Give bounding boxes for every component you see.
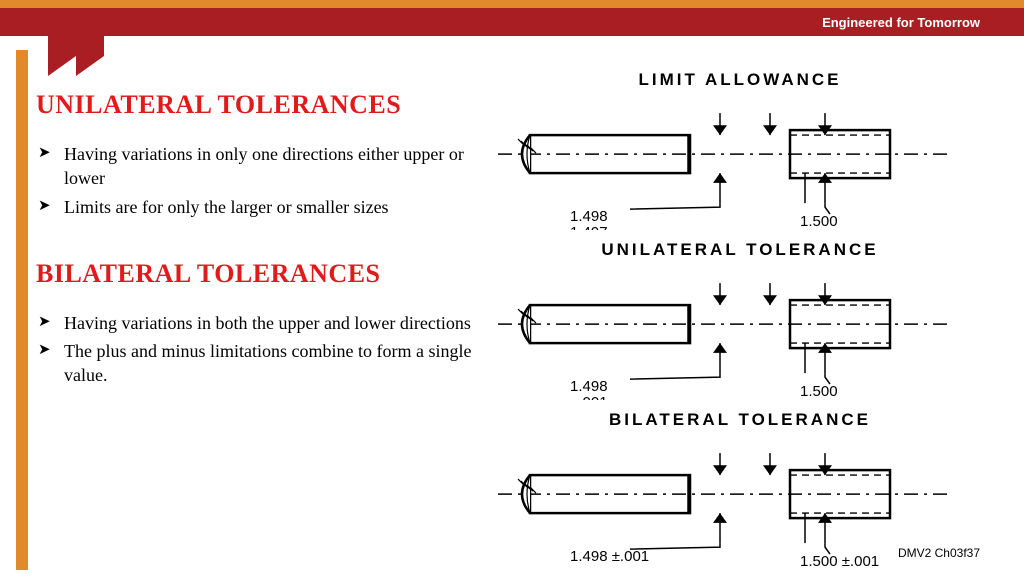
bullet-list-bilateral: Having variations in both the upper and … — [36, 311, 476, 388]
svg-text:–.001: –.001 — [570, 394, 608, 400]
diagram-svg: 1.4981.497 1.5001.501 — [490, 92, 990, 230]
diagram-title: BILATERAL TOLERANCE — [490, 410, 990, 430]
text-content: UNILATERAL TOLERANCES Having variations … — [36, 90, 476, 428]
svg-text:1.498 ±.001: 1.498 ±.001 — [570, 548, 649, 565]
bullet-item: Having variations in both the upper and … — [36, 311, 476, 335]
svg-text:1.500 ±.001: 1.500 ±.001 — [800, 553, 879, 570]
diagram-title: LIMIT ALLOWANCE — [490, 70, 990, 90]
diagram-svg: 1.498–.0011.500–.001 — [490, 262, 990, 400]
svg-text:1.501: 1.501 — [800, 229, 838, 230]
header-tagline: Engineered for Tomorrow — [822, 15, 980, 30]
svg-text:1.498: 1.498 — [570, 378, 608, 395]
ribbon-decor-tri2 — [76, 56, 104, 76]
bullet-item: Having variations in only one directions… — [36, 142, 476, 191]
tolerance-diagram: LIMIT ALLOWANCE 1.4981.497 1.5001.501 — [490, 70, 990, 230]
svg-text:1.500: 1.500 — [800, 383, 838, 400]
top-accent-bar — [0, 0, 1024, 8]
section-title-unilateral: UNILATERAL TOLERANCES — [36, 90, 476, 120]
svg-text:–.001: –.001 — [800, 399, 838, 400]
header-bar: Engineered for Tomorrow — [0, 8, 1024, 36]
left-border — [16, 50, 28, 570]
bullet-item: The plus and minus limitations combine t… — [36, 339, 476, 388]
figure-credit: DMV2 Ch03f37 — [898, 546, 980, 560]
section-title-bilateral: BILATERAL TOLERANCES — [36, 259, 476, 289]
bullet-list-unilateral: Having variations in only one directions… — [36, 142, 476, 219]
svg-text:1.500: 1.500 — [800, 213, 838, 230]
diagram-title: UNILATERAL TOLERANCE — [490, 240, 990, 260]
svg-text:1.497: 1.497 — [570, 224, 608, 230]
bullet-item: Limits are for only the larger or smalle… — [36, 195, 476, 219]
ribbon-decor-rect — [48, 36, 104, 56]
svg-text:1.498: 1.498 — [570, 208, 608, 225]
tolerance-diagram: UNILATERAL TOLERANCE1.498–.0011.500–.001 — [490, 240, 990, 400]
diagram-column: LIMIT ALLOWANCE1.4981.4971.5001.501UNILA… — [490, 70, 990, 580]
